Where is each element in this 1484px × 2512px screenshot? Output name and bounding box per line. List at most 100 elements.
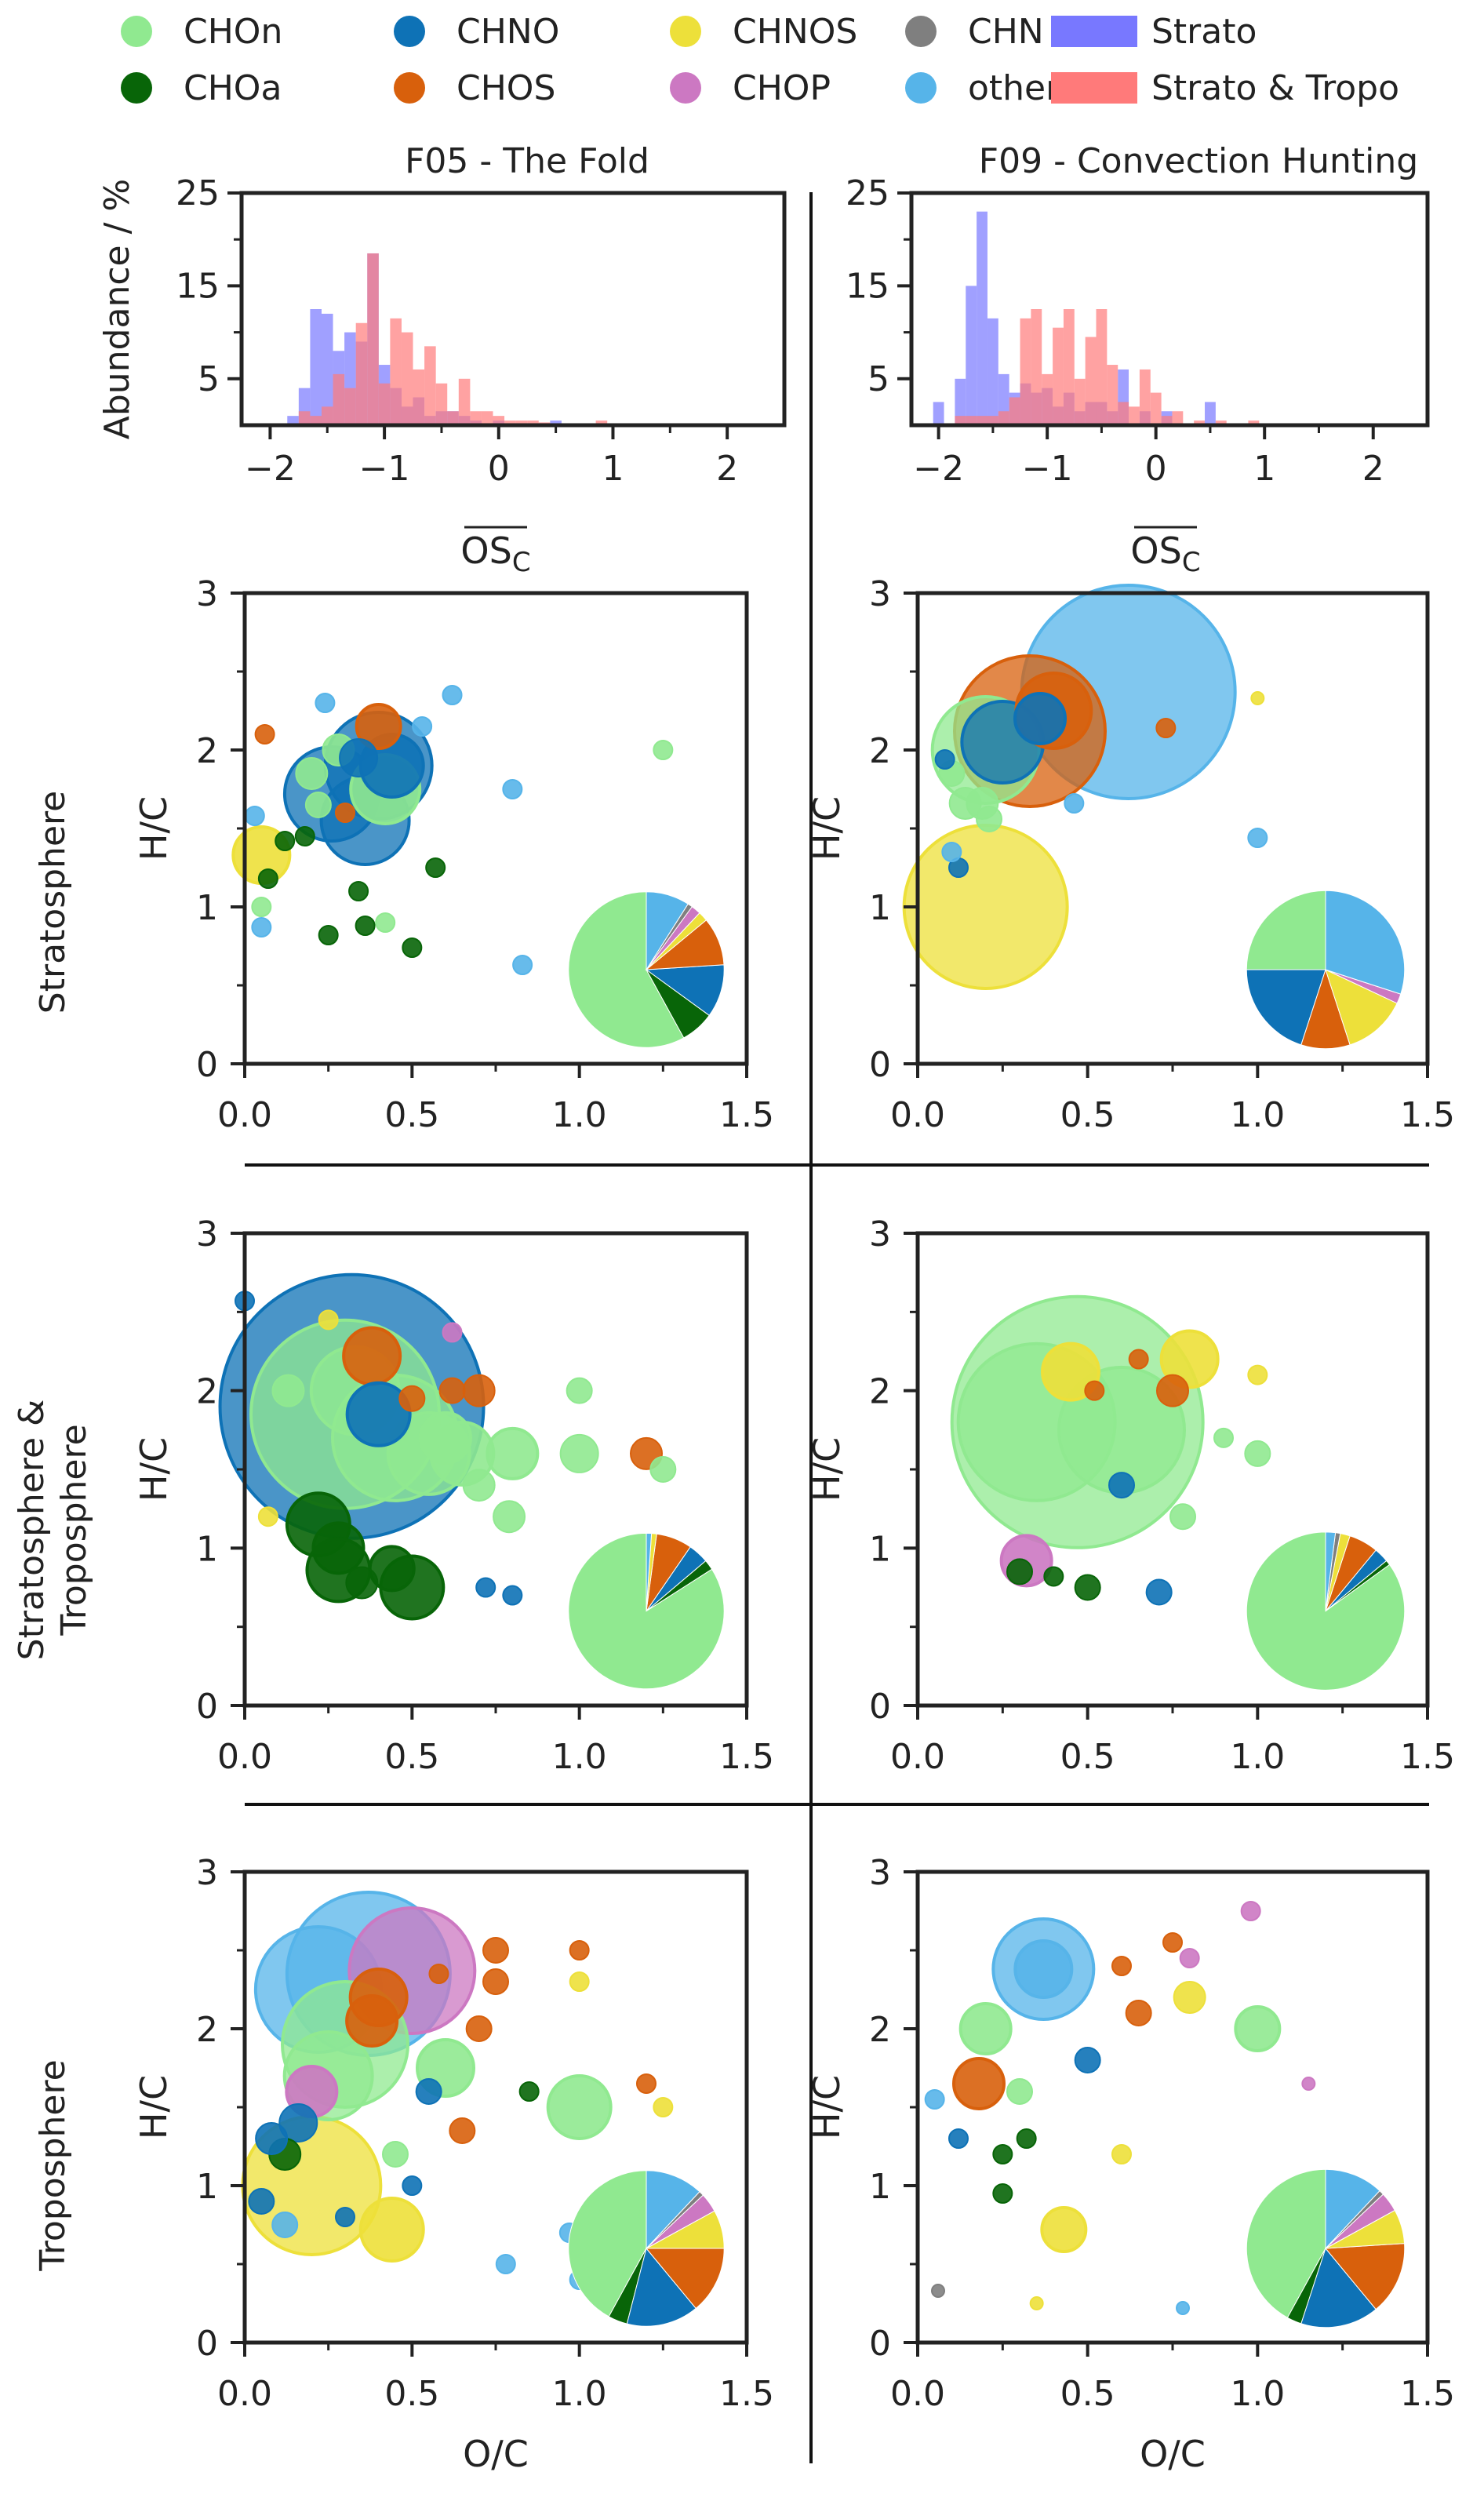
x-tick-label: 1.0	[552, 1095, 607, 1135]
y-tick-label: 3	[869, 1214, 891, 1254]
data-point-choa	[402, 937, 423, 958]
data-point-other	[251, 917, 272, 937]
data-point-chno	[948, 2128, 969, 2149]
legend-label: CHNOS	[733, 12, 857, 52]
histogram-bar-strato	[955, 378, 966, 425]
data-point-chnos	[1173, 1981, 1206, 2014]
x-tick-label: 0.5	[384, 2374, 439, 2414]
legend-label: CHOa	[184, 68, 282, 108]
data-point-chos	[449, 2117, 476, 2144]
data-point-chnos	[1041, 1342, 1100, 1402]
data-point-chos	[1111, 1956, 1132, 1976]
data-point-chno	[335, 2207, 355, 2227]
histogram-bar-strato-tropo	[1063, 309, 1075, 425]
x-tick-label: 1.5	[1400, 1095, 1455, 1135]
histogram-bar-strato-tropo	[1215, 420, 1227, 425]
data-point-chon	[958, 2002, 1013, 2055]
data-point-chos	[1156, 1374, 1189, 1407]
histogram-bar-strato-tropo	[447, 411, 459, 425]
histogram-bar-strato-tropo	[413, 369, 425, 425]
legend-label: other	[968, 68, 1060, 108]
data-point-chno	[402, 2175, 423, 2196]
data-point-other	[1064, 793, 1085, 814]
x-tick-label: 0.5	[384, 1095, 439, 1135]
histogram-bar-strato-tropo	[1139, 369, 1151, 425]
legend-marker-other	[905, 72, 937, 104]
histogram-bar-strato	[321, 313, 333, 425]
data-point-chon	[653, 740, 674, 760]
legend-label: CHOP	[733, 68, 831, 108]
x-tick-label: 1.5	[719, 1737, 774, 1777]
data-point-chnos	[1111, 2144, 1132, 2164]
histogram-bar-strato-tropo	[435, 383, 448, 425]
y-tick-label: 2	[869, 1372, 891, 1412]
data-point-chop	[1301, 2077, 1316, 2091]
histogram-bar-strato-tropo	[470, 411, 482, 425]
data-point-other	[941, 842, 962, 862]
data-point-choa	[355, 916, 376, 936]
data-point-choa	[275, 831, 296, 851]
scatter-panel-f09-tropo: 0.0 0.5 1.0 1.5 0 1 2 3 H/C O/C	[806, 1853, 1455, 2475]
data-point-chnos	[1159, 1329, 1220, 1389]
data-point-chos	[636, 2073, 657, 2094]
row-label: Troposphere	[33, 2059, 73, 2271]
y-tick-label: 1	[196, 2167, 218, 2207]
x-tick-label: 0.0	[890, 1737, 945, 1777]
x-tick-label: −2	[913, 449, 964, 489]
pie-slice-other	[1325, 890, 1406, 995]
histogram-bar-strato-tropo	[1107, 365, 1118, 425]
histogram-bar-strato-tropo	[401, 332, 413, 425]
y-tick-label: 3	[196, 1214, 218, 1254]
legend-marker-choa	[121, 72, 152, 104]
legend-label: CHN	[968, 12, 1044, 52]
histogram-bar-strato-tropo	[355, 322, 368, 425]
x-axis-label: O/C	[463, 2433, 529, 2475]
y-tick-label: 3	[196, 1853, 218, 1893]
data-point-chno	[248, 2188, 275, 2215]
y-tick-label: 25	[176, 173, 220, 213]
data-point-chon	[559, 1433, 599, 1473]
y-tick-label: 3	[869, 1853, 891, 1893]
legend-label: CHNO	[456, 12, 559, 52]
histogram-bar-strato-tropo	[1074, 378, 1086, 425]
y-tick-label: 0	[196, 1687, 218, 1727]
data-point-chon	[382, 2141, 409, 2168]
x-tick-label: 0.5	[1060, 1095, 1115, 1135]
x-tick-label: 1.5	[719, 1095, 774, 1135]
legend-swatch-strato-tropo	[1051, 72, 1137, 104]
data-point-chos	[952, 2057, 1006, 2110]
histogram-bar-strato-tropo	[987, 416, 998, 425]
x-tick-label: 1.5	[1400, 1737, 1455, 1777]
x-tick-label: 0	[1145, 449, 1167, 489]
data-point-chon	[546, 2074, 613, 2140]
legend-label: CHOS	[456, 68, 555, 108]
data-point-other	[315, 693, 336, 713]
y-tick-label: 5	[867, 359, 889, 399]
data-point-chos	[355, 703, 402, 750]
histogram-bar-strato-tropo	[1042, 373, 1053, 425]
y-tick-label: 1	[869, 1529, 891, 1569]
x-tick-label: −1	[1022, 449, 1073, 489]
data-point-chno	[1108, 1472, 1135, 1499]
data-point-chno	[339, 738, 379, 777]
histogram-bar-strato-tropo	[1009, 397, 1020, 425]
y-tick-label: 5	[198, 359, 220, 399]
data-point-other	[924, 2089, 945, 2110]
data-point-chon	[1006, 2078, 1033, 2105]
legend-marker-chos	[394, 72, 425, 104]
data-point-chop	[442, 1322, 463, 1343]
histogram-bar-strato-tropo	[481, 411, 493, 425]
data-point-chnos	[1029, 2296, 1044, 2310]
data-point-chos	[345, 1994, 399, 2048]
y-tick-label: 0	[869, 2324, 891, 2364]
histogram-bar-strato-tropo	[298, 411, 311, 425]
histogram-bar-strato-tropo	[527, 420, 539, 425]
y-tick-label: 1	[869, 2167, 891, 2207]
histogram-bar-strato-tropo	[1053, 327, 1064, 425]
histogram-bar-strato	[977, 211, 988, 425]
column-titles: F05 - The Fold F09 - Convection Hunting	[405, 141, 1418, 181]
data-point-chos	[428, 1964, 449, 1984]
data-point-chon	[251, 897, 272, 917]
legend: CHOn CHNO CHNOS CHN Strato CHOa CHOS CHOP other S…	[121, 12, 1399, 108]
